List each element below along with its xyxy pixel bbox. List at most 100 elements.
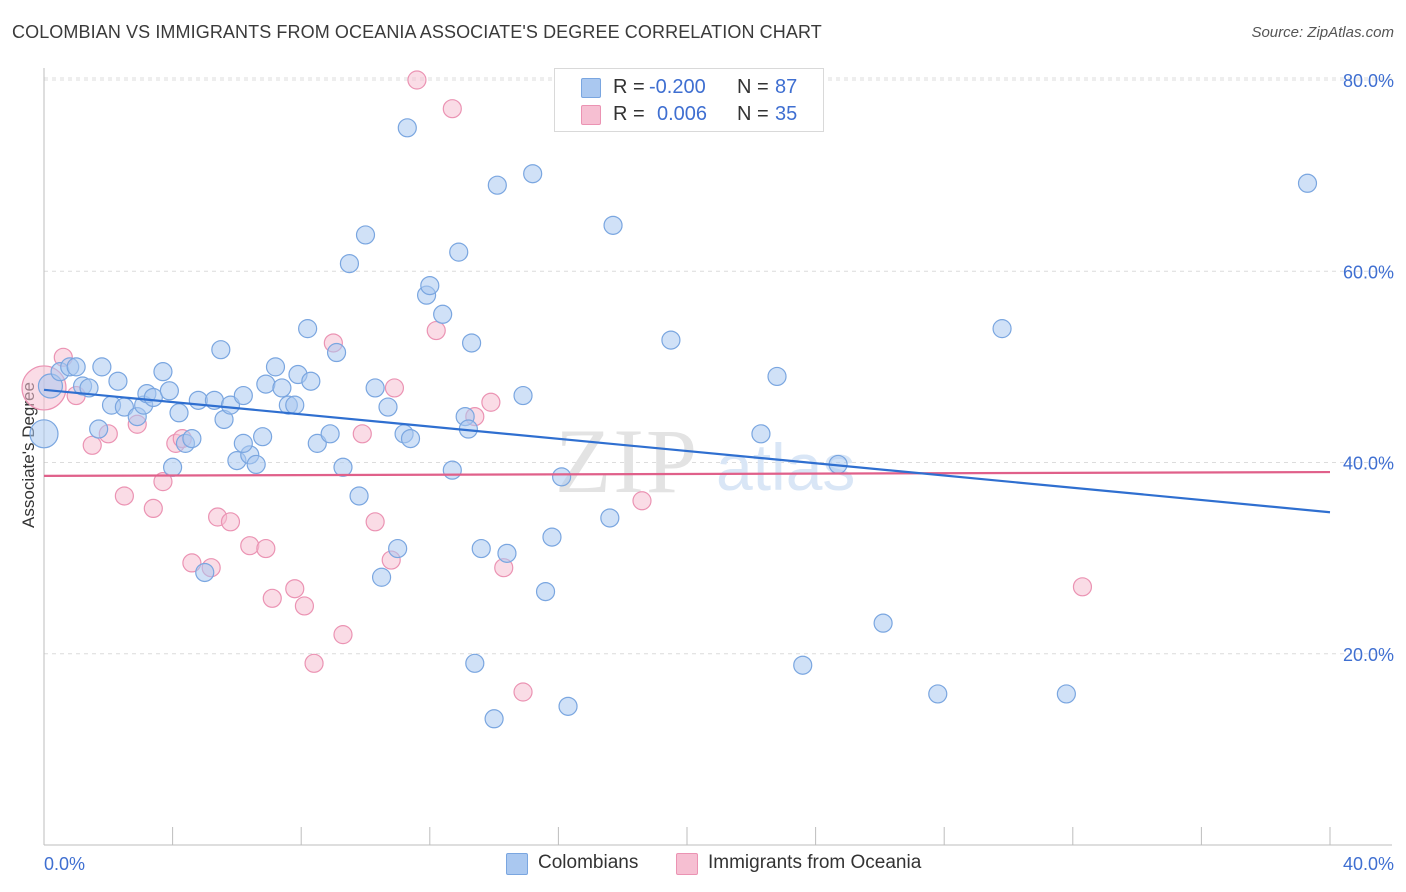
colombians-point [378,397,398,417]
bottom-legend-oceania: Immigrants from Oceania [708,852,922,873]
colombians-point [159,381,179,401]
oceania-point [1072,577,1093,597]
chart-title: COLOMBIAN VS IMMIGRANTS FROM OCEANIA ASS… [12,22,822,42]
colombians-point [873,613,893,633]
colombians-point [487,175,507,195]
colombians-point [751,424,771,444]
oceania-point [304,653,324,673]
colombians-point [928,684,948,704]
colombians-point [256,374,276,394]
oceania-point [352,424,372,444]
colombians-point [339,254,360,274]
colombians-point [397,118,417,138]
source-label: Source: ZipAtlas.com [1251,24,1394,41]
colombians-point [365,378,385,398]
colombians-point [471,538,491,559]
colombians-point [542,527,562,547]
colombians-point [793,655,813,675]
legend-r-value: -0.200 [649,76,706,98]
colombians-point [558,696,578,716]
oceania-trend-line [43,470,1331,477]
colombians-point [233,385,253,406]
oceania-point [513,682,533,702]
oceania-point [384,378,405,398]
colombians-point [211,340,231,360]
colombians-point [326,342,347,363]
colombians-point [143,387,163,408]
colombians-point [307,433,327,453]
oceania-point [220,512,241,532]
colombians-point [523,164,543,184]
colombians-point [220,395,241,415]
oceania-point [82,435,102,455]
colombians-point [298,319,318,339]
legend-n-label: N = [737,76,769,98]
oceania-point [285,579,305,599]
colombians-point [92,357,112,377]
colombians-point [163,457,183,477]
colombians-point [1056,684,1076,704]
colombians-point [388,538,408,559]
legend-n-value: 87 [775,76,798,98]
colombians-point [182,428,202,449]
colombians-point [497,543,517,563]
colombians-point [1297,173,1318,193]
oceania-point [262,588,282,608]
bottom-legend-swatch-colombians [506,853,528,875]
legend-swatch-colombians [581,78,601,98]
y-tick-label: 20.0% [1343,645,1394,665]
colombians-point [449,242,469,262]
y-tick-label: 60.0% [1343,262,1394,282]
colombians-point [400,428,421,449]
colombians-point [600,508,620,528]
colombians-point [355,225,376,245]
oceania-point [294,596,315,616]
legend-n-label: N = [737,103,769,125]
oceania-point [153,472,173,492]
colombians-point [66,357,86,377]
colombians-point [465,653,485,673]
colombians-point [371,567,392,587]
oceania-point [481,392,501,412]
legend-row-colombians: R = -0.200 N = 87 [555,73,823,101]
colombians-point [195,562,215,583]
oceania-point [426,320,446,341]
colombians-point [333,457,353,477]
oceania-point [182,553,202,573]
colombians-point [29,419,59,449]
oceania-point [365,512,385,532]
colombians-point [661,330,681,350]
oceania-point [256,538,276,559]
oceania-point [240,536,260,556]
colombians-point [349,486,369,506]
colombians-point [108,371,128,391]
oceania-point [407,70,427,90]
colombians-point [188,390,208,410]
legend-r-value: 0.006 [657,103,708,125]
colombians-point [253,427,273,447]
colombians-point [433,304,453,324]
colombians-point [320,424,340,444]
colombians-point [420,275,440,296]
colombians-point [992,319,1012,339]
oceania-point [114,486,134,506]
colombians-trend-line [43,388,1331,514]
legend-r-label: R = [613,103,645,125]
oceania-point [333,625,353,645]
colombians-point [484,709,504,729]
colombians-point [603,215,623,235]
legend-n-value: 35 [775,103,798,125]
correlation-legend: R = -0.200 N = 87 R = 0.006 N = 35 [554,68,824,132]
legend-r-label: R = [613,76,645,98]
bottom-legend-colombians: Colombians [538,852,639,873]
y-axis-title: Associate's Degree [19,382,38,528]
colombians-point [461,333,482,353]
oceania-point [143,498,163,518]
colombians-point [301,371,321,391]
colombians-point [513,385,533,406]
colombians-point [535,581,556,602]
colombians-point [79,378,99,398]
colombians-point [153,362,173,382]
y-tick-label: 80.0% [1343,71,1394,91]
